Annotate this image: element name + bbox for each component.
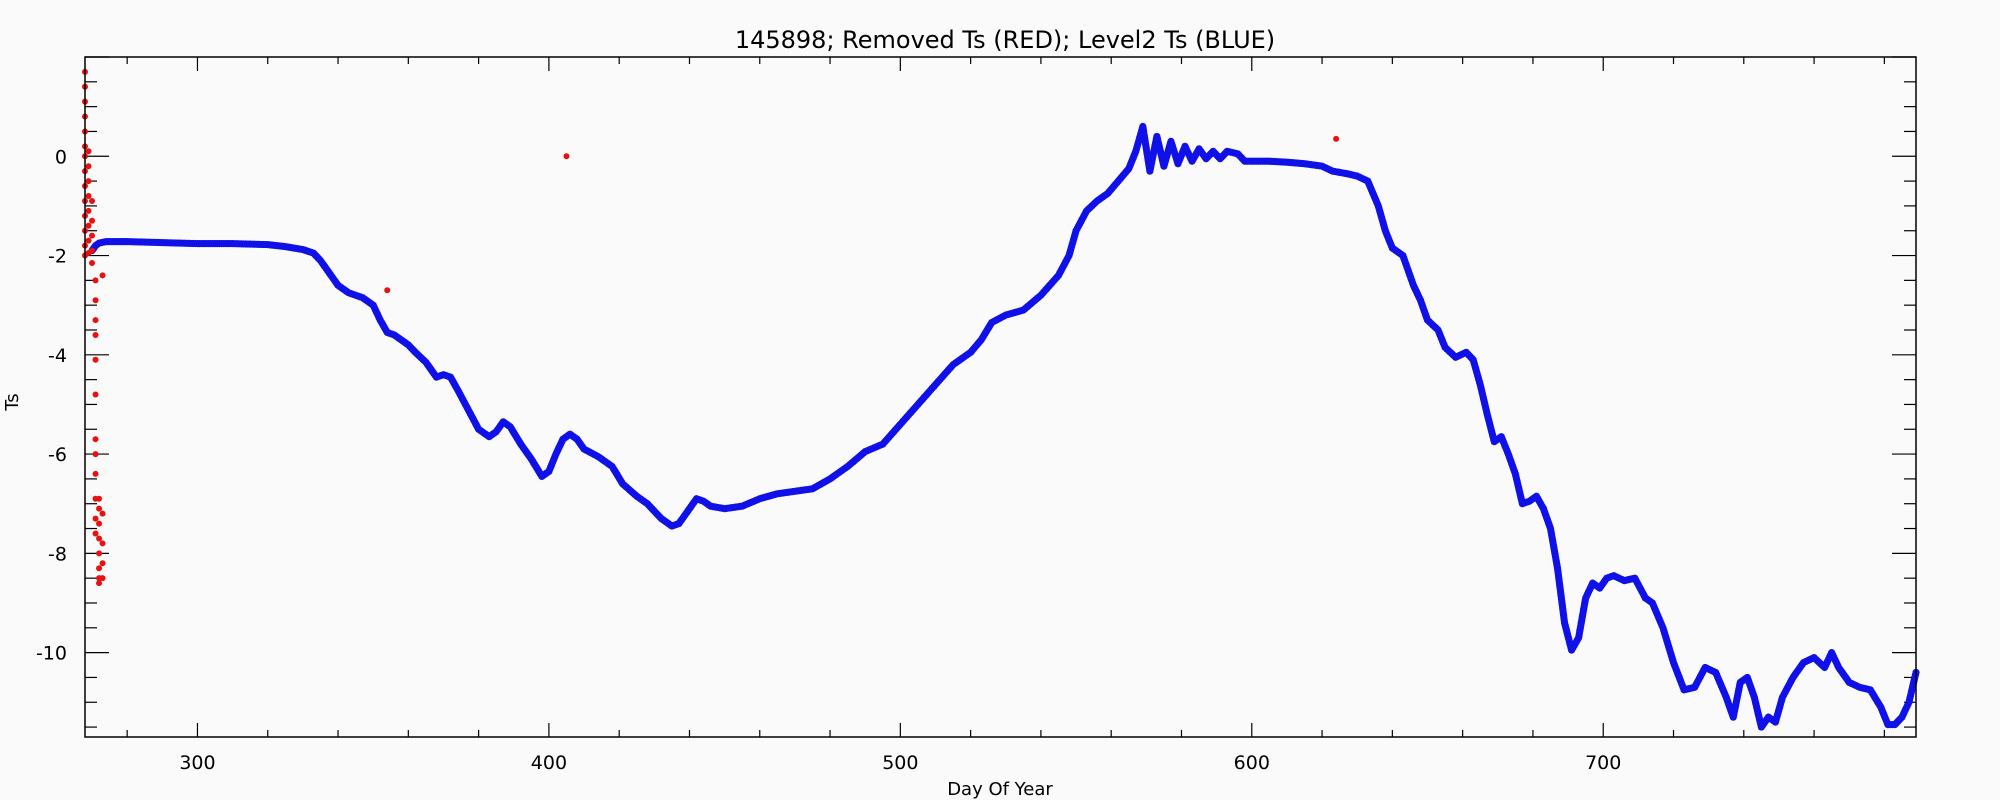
- chart-title: 145898; Removed Ts (RED); Level2 Ts (BLU…: [735, 26, 1275, 54]
- data-point: [89, 259, 96, 266]
- data-point: [85, 192, 92, 199]
- series-level2-ts: [88, 122, 1920, 731]
- y-tick-label: -6: [48, 444, 67, 466]
- data-point: [92, 356, 99, 363]
- data-point: [96, 580, 103, 587]
- data-point: [99, 540, 106, 547]
- data-point: [96, 495, 103, 502]
- data-point: [96, 565, 103, 572]
- tick-labels: 300 400 500 600 700 0 -2 -4 -6 -8 -10: [36, 146, 1621, 774]
- data-point: [99, 575, 106, 582]
- data-point: [89, 247, 96, 254]
- x-tick-label: 600: [1234, 752, 1270, 774]
- x-tick-label: 300: [179, 752, 215, 774]
- data-point: [96, 550, 103, 557]
- data-point: [99, 272, 106, 279]
- data-point: [85, 178, 92, 185]
- data-point: [92, 317, 99, 324]
- data-point: [92, 451, 99, 458]
- data-point: [563, 153, 570, 160]
- data-point: [92, 297, 99, 304]
- data-point: [92, 470, 99, 477]
- x-tick-label: 500: [882, 752, 918, 774]
- data-point: [99, 560, 106, 567]
- y-axis-label: Ts: [2, 393, 23, 411]
- x-tick-label: 700: [1585, 752, 1621, 774]
- data-point: [92, 515, 99, 522]
- data-point: [89, 232, 96, 239]
- data-point: [85, 207, 92, 214]
- data-point: [384, 287, 391, 294]
- data-point: [96, 535, 103, 542]
- data-point: [99, 510, 106, 517]
- data-point: [92, 436, 99, 443]
- y-tick-label: -2: [48, 246, 67, 268]
- data-point: [85, 163, 92, 170]
- data-point: [92, 391, 99, 398]
- data-point: [85, 222, 92, 229]
- plot-points: [82, 68, 1920, 731]
- data-point: [85, 237, 92, 244]
- data-point: [89, 217, 96, 224]
- data-point: [96, 505, 103, 512]
- data-point: [92, 530, 99, 537]
- y-tick-label: -8: [48, 543, 67, 565]
- y-tick-label: -10: [36, 643, 67, 665]
- y-tick-label: -4: [48, 345, 67, 367]
- x-axis-label: Day Of Year: [947, 779, 1053, 800]
- y-tick-label: 0: [55, 146, 67, 168]
- data-point: [96, 520, 103, 527]
- data-point: [89, 197, 96, 204]
- x-tick-label: 400: [531, 752, 567, 774]
- series-removed-ts: [82, 68, 1340, 587]
- data-point: [92, 277, 99, 284]
- data-point: [85, 148, 92, 155]
- data-point: [1333, 135, 1340, 142]
- plot-frame: [84, 56, 1917, 738]
- data-point: [92, 331, 99, 338]
